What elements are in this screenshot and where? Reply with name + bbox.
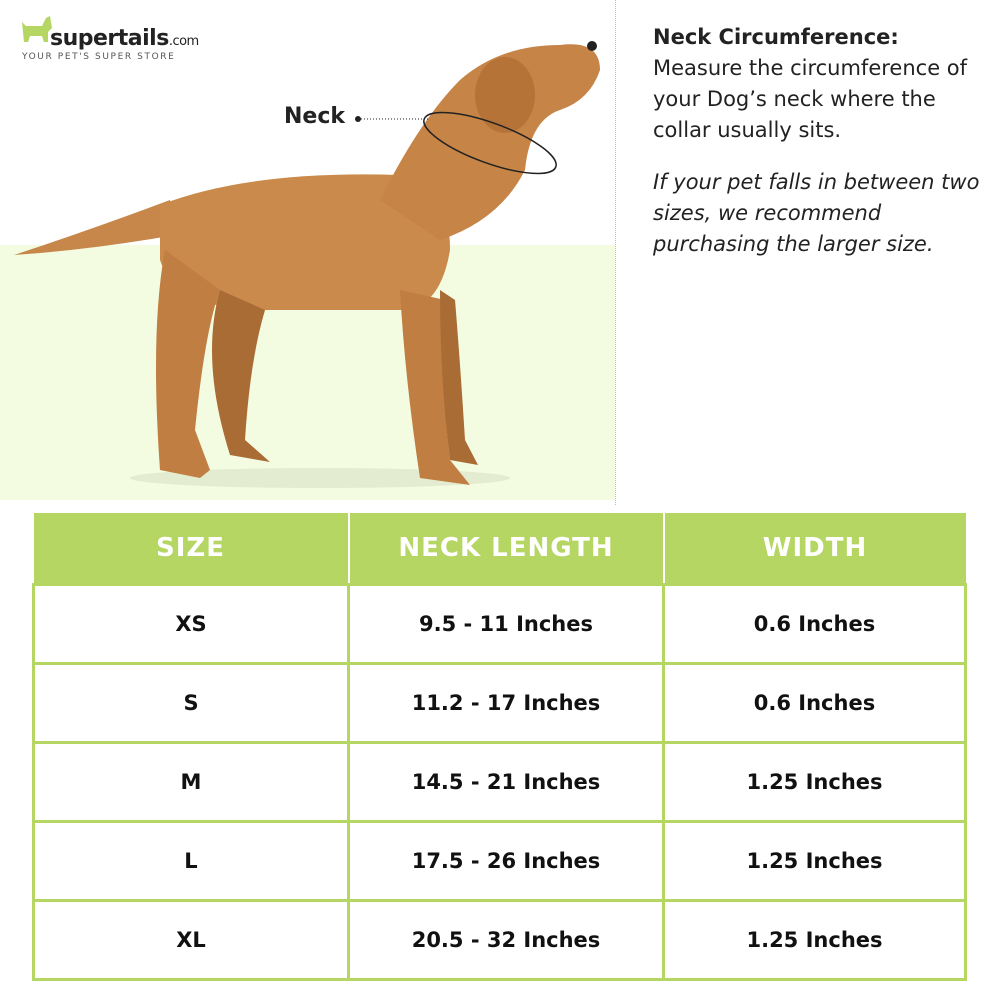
dog-photo: supertails.com YOUR PET'S SUPER STORE Ne… (0, 0, 615, 500)
table-row: XL 20.5 - 32 Inches 1.25 Inches (32, 899, 967, 981)
info-note: If your pet falls in between two sizes, … (653, 170, 980, 256)
size-cell: XL (32, 899, 350, 981)
divider (615, 0, 616, 505)
size-cell: S (32, 662, 350, 744)
info-body: Measure the circumference of your Dog’s … (653, 56, 968, 142)
logo-suffix: .com (168, 34, 199, 49)
neck-length-cell: 20.5 - 32 Inches (347, 899, 665, 981)
size-chart-table: SIZE NECK LENGTH WIDTH XS 9.5 - 11 Inches… (32, 513, 967, 981)
table-header-row: SIZE NECK LENGTH WIDTH (33, 513, 966, 585)
neck-label: Neck (284, 104, 346, 129)
header-size: SIZE (33, 513, 350, 585)
header-neck-length: NECK LENGTH (348, 513, 665, 585)
logo-tagline: YOUR PET'S SUPER STORE (22, 52, 176, 62)
dog-logo-icon (22, 16, 52, 42)
size-cell: L (32, 820, 350, 902)
size-cell: M (32, 741, 350, 823)
supertails-logo: supertails.com YOUR PET'S SUPER STORE (20, 14, 199, 62)
dog-illustration (14, 41, 600, 488)
width-cell: 1.25 Inches (662, 741, 967, 823)
neck-length-cell: 11.2 - 17 Inches (347, 662, 665, 744)
width-cell: 0.6 Inches (662, 583, 967, 665)
width-cell: 1.25 Inches (662, 899, 967, 981)
width-cell: 0.6 Inches (662, 662, 967, 744)
size-cell: XS (32, 583, 350, 665)
table-row: XS 9.5 - 11 Inches 0.6 Inches (32, 583, 967, 665)
header-width: WIDTH (663, 513, 966, 585)
table-row: M 14.5 - 21 Inches 1.25 Inches (32, 741, 967, 823)
info-title: Neck Circumference: (653, 25, 899, 49)
table-row: S 11.2 - 17 Inches 0.6 Inches (32, 662, 967, 744)
width-cell: 1.25 Inches (662, 820, 967, 902)
logo-wordmark: supertails (50, 26, 169, 51)
table-row: L 17.5 - 26 Inches 1.25 Inches (32, 820, 967, 902)
neck-length-cell: 17.5 - 26 Inches (347, 820, 665, 902)
neck-length-cell: 9.5 - 11 Inches (347, 583, 665, 665)
neck-length-cell: 14.5 - 21 Inches (347, 741, 665, 823)
measurement-info: Neck Circumference: Measure the circumfe… (653, 22, 998, 260)
